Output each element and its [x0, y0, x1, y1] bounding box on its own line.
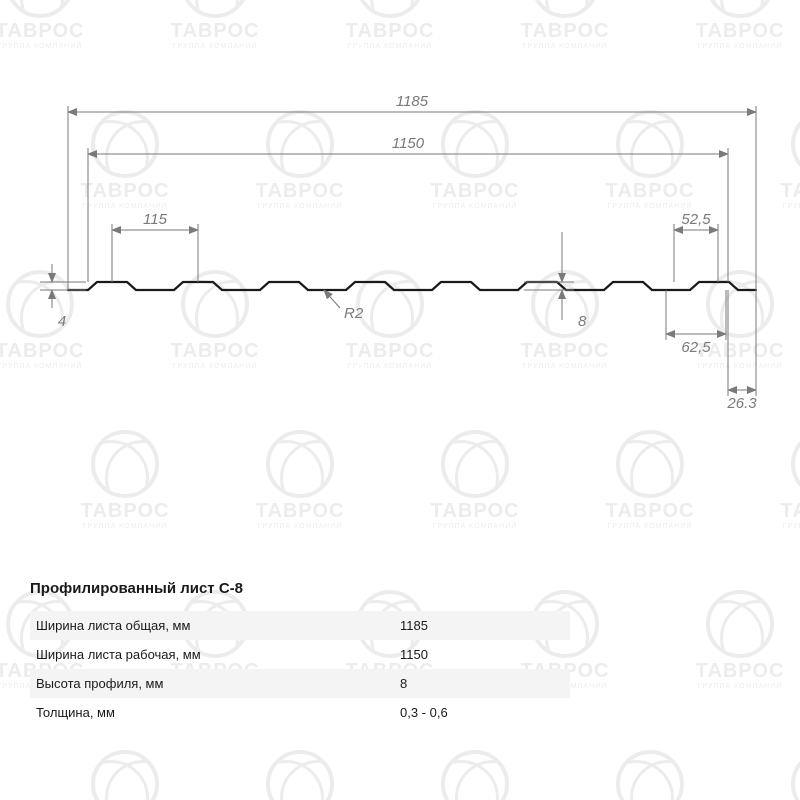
spec-label: Ширина листа рабочая, мм	[30, 640, 394, 669]
table-row: Ширина листа общая, мм1185	[30, 611, 570, 640]
table-row: Толщина, мм0,3 - 0,6	[30, 698, 570, 727]
table-row: Высота профиля, мм8	[30, 669, 570, 698]
spec-value: 1150	[394, 640, 570, 669]
svg-text:1150: 1150	[392, 135, 425, 152]
spec-value: 1185	[394, 611, 570, 640]
profile-diagram: 1185 1150 115 52,5 62,5 26.3 4 8 R2	[0, 0, 800, 500]
spec-label: Ширина листа общая, мм	[30, 611, 394, 640]
spec-value: 0,3 - 0,6	[394, 698, 570, 727]
table-row: Ширина листа рабочая, мм1150	[30, 640, 570, 669]
spec-value: 8	[394, 669, 570, 698]
svg-text:26.3: 26.3	[726, 395, 757, 412]
spec-label: Высота профиля, мм	[30, 669, 394, 698]
svg-text:R2: R2	[344, 305, 364, 322]
svg-text:8: 8	[578, 313, 587, 330]
spec-label: Толщина, мм	[30, 698, 394, 727]
spec-table: Ширина листа общая, мм1185Ширина листа р…	[30, 611, 570, 727]
spec-block: Профилированный лист С-8 Ширина листа об…	[30, 580, 570, 727]
svg-text:4: 4	[58, 313, 66, 330]
svg-text:115: 115	[143, 211, 168, 228]
svg-text:62,5: 62,5	[681, 339, 711, 356]
svg-text:52,5: 52,5	[681, 211, 711, 228]
spec-title: Профилированный лист С-8	[30, 580, 570, 597]
svg-text:1185: 1185	[396, 93, 429, 110]
